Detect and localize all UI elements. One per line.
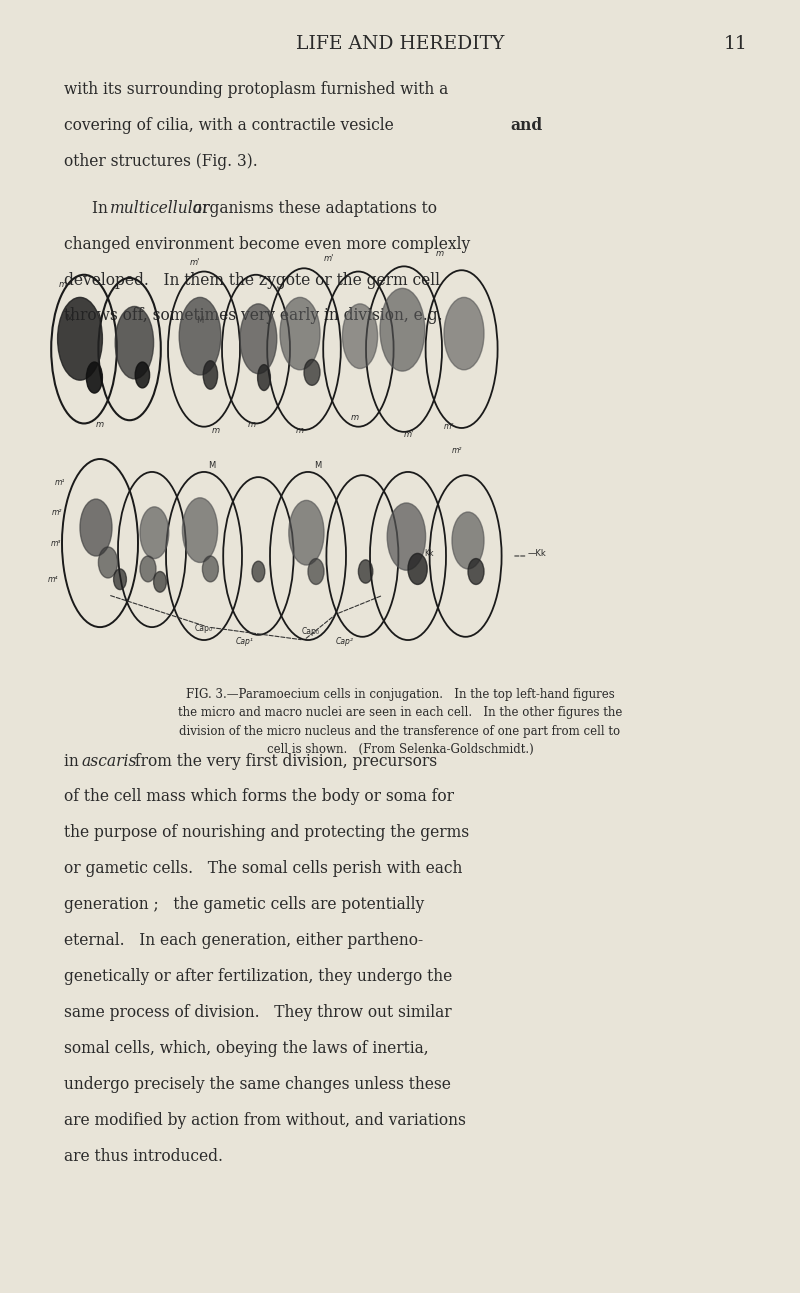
Text: multicellular: multicellular	[110, 199, 210, 217]
Text: Cap₀: Cap₀	[302, 627, 320, 636]
Text: m³: m³	[50, 539, 61, 548]
Text: Cap²: Cap²	[336, 637, 354, 646]
Text: eternal.   In each generation, either partheno-: eternal. In each generation, either part…	[64, 932, 423, 949]
Circle shape	[252, 561, 265, 582]
Text: Cap¹: Cap¹	[236, 637, 254, 646]
Text: genetically or after fertilization, they undergo the: genetically or after fertilization, they…	[64, 968, 452, 985]
Text: from the very first division, precursors: from the very first division, precursors	[130, 753, 437, 769]
Text: M: M	[208, 462, 215, 471]
Text: throws off, sometimes very early in division, e.g.: throws off, sometimes very early in divi…	[64, 308, 442, 325]
Ellipse shape	[179, 297, 221, 375]
Text: generation ;   the gametic cells are potentially: generation ; the gametic cells are poten…	[64, 896, 424, 913]
Text: m: m	[350, 414, 358, 423]
Text: developed.   In them the zygote or the germ cell: developed. In them the zygote or the ger…	[64, 272, 440, 288]
Text: organisms these adaptations to: organisms these adaptations to	[188, 199, 437, 217]
Text: m²: m²	[52, 508, 62, 517]
Ellipse shape	[258, 365, 270, 390]
Circle shape	[154, 572, 166, 592]
Text: m: m	[58, 281, 66, 290]
Ellipse shape	[135, 362, 150, 388]
Text: m': m'	[404, 431, 414, 440]
Ellipse shape	[289, 500, 324, 565]
Circle shape	[468, 559, 484, 584]
Text: undergo precisely the same changes unless these: undergo precisely the same changes unles…	[64, 1076, 451, 1093]
Text: of the cell mass which forms the body or soma for: of the cell mass which forms the body or…	[64, 789, 454, 806]
Text: changed environment become even more complexly: changed environment become even more com…	[64, 235, 470, 252]
Text: ascaris: ascaris	[82, 753, 137, 769]
Text: the purpose of nourishing and protecting the germs: the purpose of nourishing and protecting…	[64, 825, 469, 842]
Ellipse shape	[182, 498, 218, 562]
Text: LIFE AND HEREDITY: LIFE AND HEREDITY	[296, 35, 504, 53]
Text: m¹: m¹	[54, 478, 65, 487]
Text: Kk: Kk	[424, 550, 434, 559]
Text: m⁴: m⁴	[48, 575, 58, 584]
Text: in: in	[64, 753, 84, 769]
Ellipse shape	[115, 306, 154, 379]
Text: same process of division.   They throw out similar: same process of division. They throw out…	[64, 1005, 452, 1021]
Ellipse shape	[86, 362, 102, 393]
Ellipse shape	[80, 499, 112, 556]
Text: with its surrounding protoplasm furnished with a: with its surrounding protoplasm furnishe…	[64, 81, 448, 98]
Ellipse shape	[280, 297, 320, 370]
Text: FIG. 3.—Paramoecium cells in conjugation.   In the top left-hand figures
the mic: FIG. 3.—Paramoecium cells in conjugation…	[178, 688, 622, 756]
Ellipse shape	[452, 512, 484, 569]
Text: —Kk: —Kk	[528, 550, 546, 559]
Ellipse shape	[380, 288, 425, 371]
Circle shape	[358, 560, 373, 583]
Text: m': m'	[324, 255, 334, 264]
Text: are modified by action from without, and variations: are modified by action from without, and…	[64, 1112, 466, 1129]
Ellipse shape	[203, 361, 218, 389]
Circle shape	[114, 569, 126, 590]
Text: m: m	[296, 427, 304, 436]
Text: are thus introduced.: are thus introduced.	[64, 1148, 223, 1165]
Ellipse shape	[387, 503, 426, 570]
Circle shape	[140, 556, 156, 582]
Text: somal cells, which, obeying the laws of inertia,: somal cells, which, obeying the laws of …	[64, 1040, 429, 1058]
Ellipse shape	[140, 507, 169, 559]
Text: 11: 11	[724, 35, 748, 53]
Text: m': m'	[190, 259, 200, 268]
Text: m²: m²	[452, 446, 462, 455]
Text: In: In	[92, 199, 113, 217]
Text: M: M	[196, 317, 203, 326]
Text: M: M	[66, 314, 74, 323]
Text: or gametic cells.   The somal cells perish with each: or gametic cells. The somal cells perish…	[64, 860, 462, 878]
Text: m: m	[436, 250, 444, 259]
Circle shape	[98, 547, 118, 578]
Text: m: m	[96, 420, 104, 429]
Circle shape	[202, 556, 218, 582]
Text: M: M	[314, 462, 322, 471]
Ellipse shape	[342, 304, 378, 369]
Circle shape	[304, 359, 320, 385]
Ellipse shape	[444, 297, 484, 370]
Text: m: m	[212, 427, 220, 436]
Text: m²: m²	[444, 423, 454, 432]
Text: covering of cilia, with a contractile vesicle: covering of cilia, with a contractile ve…	[64, 118, 398, 134]
Ellipse shape	[58, 297, 102, 380]
Text: other structures (Fig. 3).: other structures (Fig. 3).	[64, 154, 258, 171]
Ellipse shape	[240, 304, 277, 374]
Text: and: and	[510, 118, 542, 134]
Circle shape	[308, 559, 324, 584]
Circle shape	[408, 553, 427, 584]
Text: Cap₀: Cap₀	[194, 625, 213, 634]
Text: m: m	[248, 420, 256, 429]
